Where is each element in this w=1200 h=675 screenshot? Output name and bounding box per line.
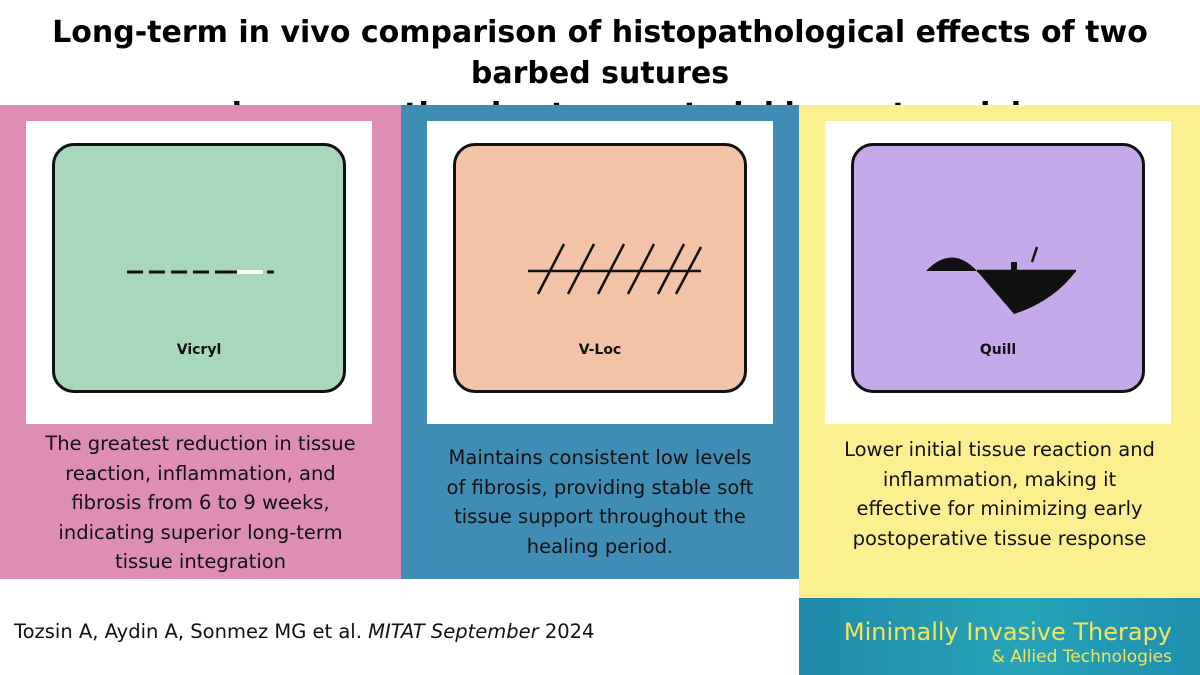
journal-name: Minimally Invasive Therapy xyxy=(843,618,1172,646)
caption-line: fibrosis from 6 to 9 weeks, xyxy=(71,491,330,514)
journal-logo: Minimally Invasive Therapy & Allied Tech… xyxy=(799,598,1200,675)
caption-line: indicating superior long-term xyxy=(58,520,343,544)
v-loc-tile: V-Loc xyxy=(453,143,747,393)
caption-line: tissue support throughout the xyxy=(454,505,746,528)
panel-vicryl: Vicryl The greatest reduction in tissue … xyxy=(0,105,401,579)
citation: Tozsin A, Aydin A, Sonmez MG et al. MITA… xyxy=(14,620,594,643)
caption-line: Lower initial tissue reaction and xyxy=(844,438,1155,461)
v-loc-label: V-Loc xyxy=(578,342,622,358)
vicryl-card: Vicryl xyxy=(26,121,372,424)
panel-quill: Quill Lower initial tissue reaction and … xyxy=(799,105,1200,598)
vicryl-caption: The greatest reduction in tissue reactio… xyxy=(0,429,401,577)
caption-line: tissue integration xyxy=(114,550,287,573)
quill-label: Quill xyxy=(979,342,1017,358)
panel-v-loc: V-Loc Maintains consistent low levels of… xyxy=(401,105,799,579)
quill-card: Quill xyxy=(825,121,1171,424)
citation-journal: MITAT September xyxy=(368,620,539,643)
citation-year: 2024 xyxy=(538,620,595,643)
caption-line: effective for minimizing early xyxy=(856,497,1143,520)
caption-line: reaction, inflammation, and xyxy=(65,461,336,485)
bidirectional-barb-icon xyxy=(926,246,1076,314)
barbed-suture-icon xyxy=(528,243,703,295)
citation-authors: Tozsin A, Aydin A, Sonmez MG et al. xyxy=(14,620,369,643)
caption-line: inflammation, making it xyxy=(882,467,1117,491)
v-loc-card: V-Loc xyxy=(427,121,773,424)
quill-tile: Quill xyxy=(851,143,1145,393)
vicryl-tile: Vicryl xyxy=(52,143,346,393)
vicryl-label: Vicryl xyxy=(176,342,222,358)
journal-subtitle: & Allied Technologies xyxy=(991,647,1172,667)
caption-line: postoperative tissue response xyxy=(852,526,1147,550)
title-line-1: Long-term in vivo comparison of histopat… xyxy=(52,15,1148,91)
caption-line: of fibrosis, providing stable soft xyxy=(446,475,754,499)
dashed-suture-icon xyxy=(127,270,274,274)
quill-caption: Lower initial tissue reaction and inflam… xyxy=(799,435,1200,553)
v-loc-caption: Maintains consistent low levels of fibro… xyxy=(401,443,799,561)
caption-line: Maintains consistent low levels xyxy=(448,446,752,469)
caption-line: healing period. xyxy=(526,534,674,558)
caption-line: The greatest reduction in tissue xyxy=(45,432,356,455)
